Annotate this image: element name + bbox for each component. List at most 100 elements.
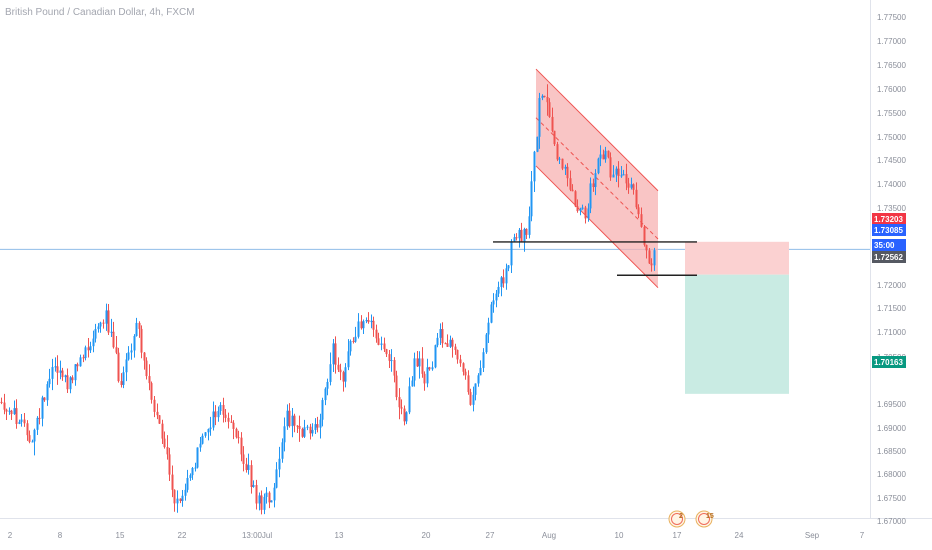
candle-body [553, 130, 556, 145]
candle-body [314, 424, 317, 430]
price-tag-countdown [872, 239, 906, 251]
price-tick-label: 1.69500 [877, 400, 906, 409]
candle-body [388, 354, 391, 361]
candle-body [451, 339, 454, 347]
channel-lower-line[interactable] [535, 165, 659, 289]
candle-body [495, 293, 498, 301]
candle-body [576, 206, 579, 212]
descending-channel[interactable] [535, 68, 659, 289]
candle-body [510, 241, 513, 266]
candle-body [115, 347, 118, 353]
candle-body [339, 369, 342, 373]
candle-body [525, 228, 528, 235]
candle-body [252, 485, 255, 487]
candle-body [232, 422, 235, 429]
candle-body [311, 429, 314, 434]
candle-body [653, 250, 656, 266]
candle-body [367, 320, 370, 323]
candle-body [48, 378, 51, 385]
candle-body [281, 442, 284, 459]
candle-body [622, 174, 625, 176]
candle-body [46, 384, 49, 401]
candle-body [54, 366, 57, 368]
candle-body [543, 95, 546, 97]
candle-body [94, 329, 97, 339]
take-profit-zone [685, 274, 789, 394]
candle-body [428, 367, 431, 370]
candle-body [125, 359, 128, 373]
candle-body [31, 441, 34, 443]
candle-body [385, 349, 388, 355]
time-axis[interactable]: 2 8 15 22 13:00 Jul 13 20 27 Aug 10 17 24 Sep 7 [8, 531, 865, 540]
candle-body [171, 474, 174, 490]
candle-body [296, 425, 299, 427]
candle-body [217, 410, 220, 418]
candle-body [204, 432, 207, 436]
candle-body [99, 322, 102, 327]
candle-body [574, 191, 577, 207]
candle-body [645, 244, 648, 251]
time-tick-label: 13:00 [242, 531, 263, 540]
candle-body [84, 347, 87, 358]
candle-body [87, 347, 90, 351]
candle-body [112, 331, 115, 348]
candle-body [179, 498, 182, 501]
candle-body [263, 496, 266, 510]
candle-body [135, 322, 138, 337]
event-count: 2 [679, 513, 683, 520]
candle-body [462, 363, 465, 372]
candle-body [370, 320, 373, 323]
candle-body [224, 414, 227, 418]
support-levels[interactable] [493, 241, 697, 276]
candle-body [36, 417, 39, 430]
price-tag-last [872, 224, 906, 236]
candle-body [377, 338, 380, 345]
channel-upper-line[interactable] [535, 68, 659, 192]
candle-body [332, 343, 335, 365]
price-tick-label: 1.75000 [877, 133, 906, 142]
candle-body [145, 360, 148, 377]
candle-body [403, 408, 406, 422]
candle-body [107, 310, 110, 333]
candle-body [556, 144, 559, 160]
candle-body [592, 183, 595, 188]
price-tick-label: 1.74000 [877, 180, 906, 189]
candle-body [627, 183, 630, 188]
candle-body [472, 394, 475, 405]
candle-body [181, 495, 184, 501]
chart-title: British Pound / Canadian Dollar, 4h, FXC… [5, 7, 195, 18]
candle-body [500, 277, 503, 287]
price-tick-label: 1.77000 [877, 37, 906, 46]
candle-body [434, 345, 437, 368]
candle-body [334, 343, 337, 365]
price-tag-target [872, 356, 906, 368]
candle-body [138, 322, 141, 329]
candle-body [571, 189, 574, 192]
candle-body [23, 419, 26, 424]
time-tick-label: 15 [116, 531, 125, 540]
candle-body [349, 341, 352, 352]
candle-body [69, 377, 72, 390]
channel-mid-line[interactable] [535, 117, 659, 240]
candle-body [393, 360, 396, 376]
candle-body [548, 102, 551, 117]
candle-body [380, 343, 383, 345]
time-tick-label: Aug [542, 531, 556, 540]
candle-body [97, 326, 100, 330]
candle-body [237, 437, 240, 439]
candle-body [10, 410, 13, 415]
price-tick-label: 1.77500 [877, 13, 906, 22]
candle-body [566, 166, 569, 179]
candle-body [492, 300, 495, 305]
candle-body [51, 367, 54, 379]
candle-body [92, 338, 95, 347]
candle-body [390, 360, 393, 362]
candle-body [265, 492, 268, 497]
candle-body [38, 417, 41, 419]
candle-body [467, 375, 470, 393]
price-tick-label: 1.72000 [877, 281, 906, 290]
dividend-icon [671, 513, 683, 525]
candle-body [594, 173, 597, 188]
